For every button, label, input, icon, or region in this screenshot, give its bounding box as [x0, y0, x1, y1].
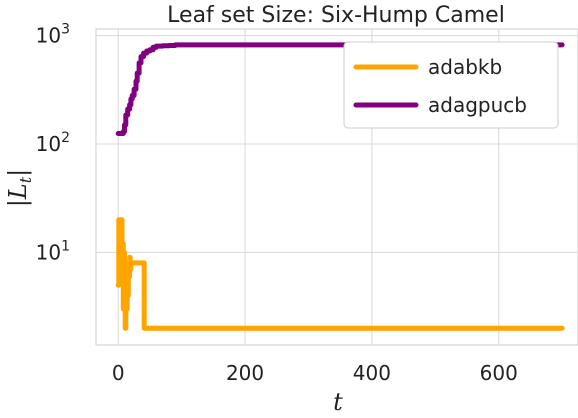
y-tick-label: 103 — [36, 22, 70, 48]
series-layer — [115, 42, 565, 331]
y-tick-label: 102 — [36, 130, 70, 156]
x-tick-label: 600 — [480, 361, 518, 385]
legend-label-adagpucb: adagpucb — [428, 93, 527, 117]
svg-text:|Lt|: |Lt| — [4, 169, 35, 208]
legend-label-adabkb: adabkb — [428, 55, 502, 79]
x-tick-labels: 0 200 400 600 — [112, 361, 518, 385]
x-tick-label: 0 — [112, 361, 125, 385]
y-axis-label: |Lt| — [4, 169, 35, 208]
chart-title: Leaf set Size: Six-Hump Camel — [167, 3, 505, 28]
y-tick-label: 101 — [36, 238, 70, 264]
x-tick-label: 200 — [226, 361, 264, 385]
x-tick-label: 400 — [353, 361, 391, 385]
series-line-adagpucb — [115, 42, 565, 136]
x-axis-label: t — [333, 388, 343, 416]
y-tick-labels: 101 102 103 — [36, 22, 70, 265]
legend: adabkb adagpucb — [343, 41, 559, 129]
series-line-adabkb — [115, 217, 565, 331]
